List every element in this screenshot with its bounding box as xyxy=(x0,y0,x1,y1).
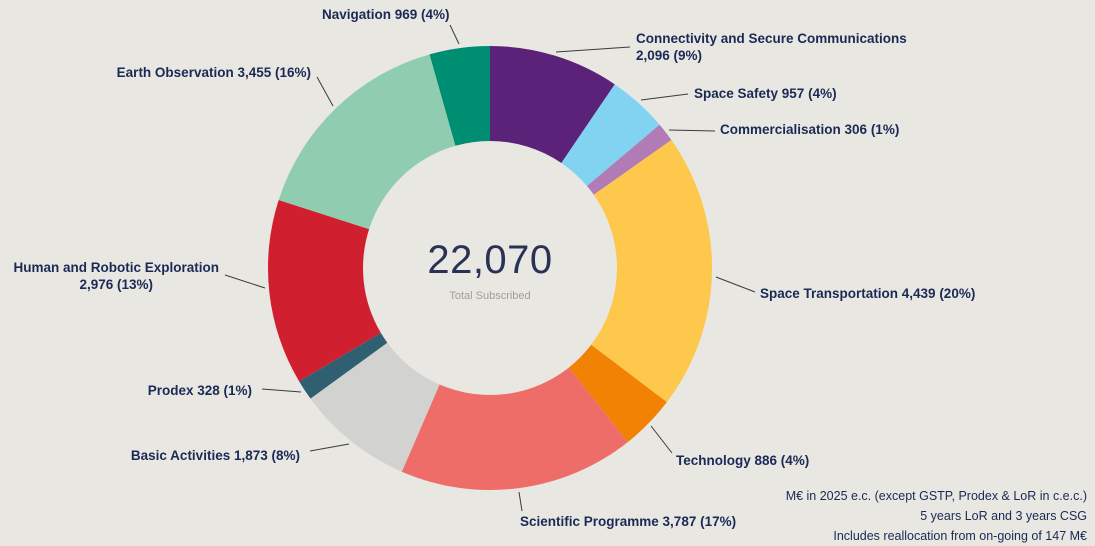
footnote-line-1: M€ in 2025 e.c. (except GSTP, Prodex & L… xyxy=(785,489,1087,503)
slice-label-space-safety: Space Safety 957 (4%) xyxy=(694,86,837,101)
slice-earth-observation[interactable] xyxy=(278,54,456,230)
slice-navigation[interactable] xyxy=(429,46,490,146)
total-subscribed-label: Total Subscribed xyxy=(449,290,531,302)
slice-prodex[interactable] xyxy=(299,332,388,399)
leader-line-human-robotic-exploration xyxy=(224,274,266,289)
slice-connectivity[interactable] xyxy=(490,46,615,163)
slice-scientific-programme[interactable] xyxy=(401,367,628,490)
slice-label-prodex: Prodex 328 (1%) xyxy=(147,383,252,398)
slice-space-safety[interactable] xyxy=(561,84,660,187)
slice-label-scientific-programme: Scientific Programme 3,787 (17%) xyxy=(520,514,737,529)
slice-label-connectivity: Connectivity and Secure Communications 2… xyxy=(636,31,907,63)
footnote-line-3: Includes reallocation from on-going of 1… xyxy=(833,529,1087,543)
slice-label-commercialisation: Commercialisation 306 (1%) xyxy=(720,122,900,137)
slice-human-robotic-exploration[interactable] xyxy=(267,199,381,382)
slice-basic-activities[interactable] xyxy=(310,342,440,472)
slice-commercialisation[interactable] xyxy=(587,124,672,195)
slice-label-technology: Technology 886 (4%) xyxy=(676,453,810,468)
slice-technology[interactable] xyxy=(568,344,667,443)
slice-label-basic-activities: Basic Activities 1,873 (8%) xyxy=(130,448,300,463)
slice-label-navigation: Navigation 969 (4%) xyxy=(322,7,450,22)
footnote-line-2: 5 years LoR and 3 years CSG xyxy=(920,509,1087,523)
slice-space-transportation[interactable] xyxy=(591,139,713,403)
leader-line-space-transportation xyxy=(715,276,756,293)
donut-chart xyxy=(267,46,713,490)
total-subscribed-value: 22,070 xyxy=(427,238,553,282)
slice-label-space-transportation: Space Transportation 4,439 (20%) xyxy=(760,286,976,301)
slice-label-earth-observation: Earth Observation 3,455 (16%) xyxy=(116,65,311,80)
footnotes: M€ in 2025 e.c. (except GSTP, Prodex & L… xyxy=(786,486,1087,546)
slice-label-human-robotic-exploration: Human and Robotic Exploration 2,976 (13%… xyxy=(13,260,219,292)
